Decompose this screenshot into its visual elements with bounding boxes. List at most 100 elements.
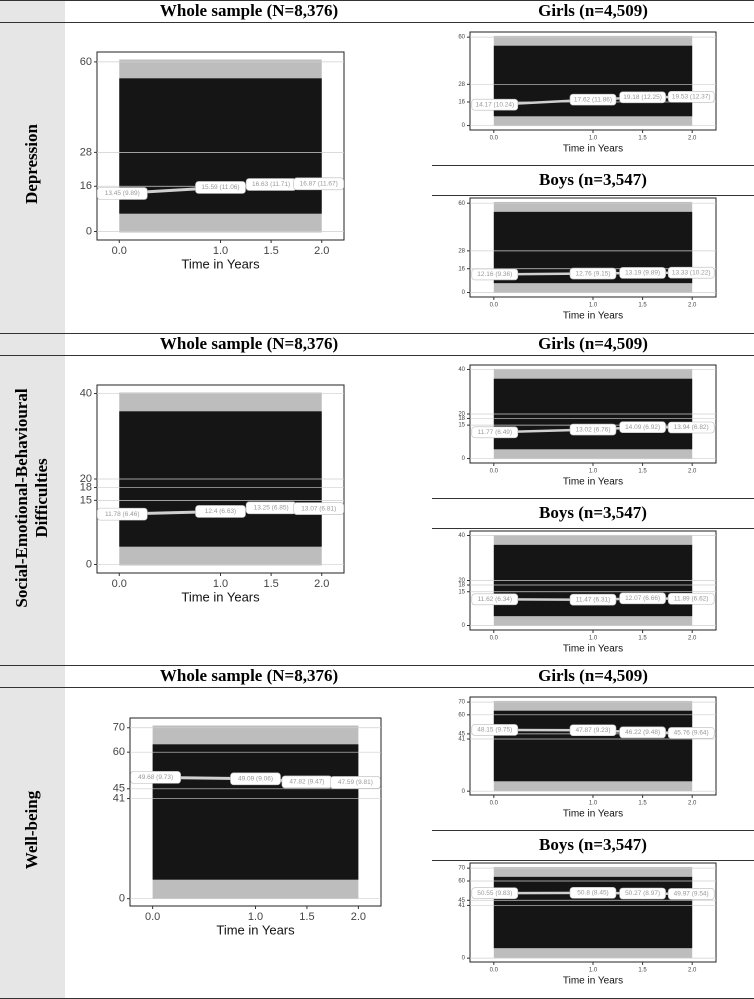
mean-line [493, 425, 693, 434]
x-tick-label: 0.0 [490, 303, 499, 309]
value-label-box [471, 98, 519, 111]
value-label-box [667, 90, 715, 103]
value-label-box [471, 887, 519, 899]
x-tick-label: 0.0 [112, 578, 127, 590]
value-label: 19.53 (12.37) [672, 94, 711, 101]
value-label-box [471, 426, 519, 439]
x-axis-label: Time in Years [563, 976, 623, 987]
value-label: 12.07 (6.66) [625, 595, 660, 602]
value-label: 47.87 (9.23) [575, 727, 610, 734]
value-label-box [471, 268, 519, 281]
value-label-box [569, 593, 617, 606]
value-label-box [96, 507, 148, 521]
value-label-box [96, 187, 148, 200]
value-label: 13.19 (9.89) [625, 270, 660, 277]
y-tick-label: 41 [458, 737, 465, 743]
mean-line [493, 891, 693, 896]
value-label: 14.17 (10.24) [475, 101, 514, 108]
value-label: 12.16 (9.36) [477, 271, 512, 278]
value-label: 46.22 (9.48) [625, 729, 660, 736]
y-tick-label: 40 [458, 367, 465, 373]
value-label-box [471, 724, 519, 736]
x-tick-label: 0.0 [490, 968, 499, 974]
x-tick-label: 1.0 [589, 136, 598, 142]
value-label: 11.62 (6.34) [478, 596, 513, 603]
value-label: 11.78 (6.46) [105, 511, 140, 518]
value-label: 13.45 (9.89) [105, 190, 140, 197]
value-label: 17.62 (11.86) [574, 96, 612, 103]
panel-title: Girls (n=4,509) [538, 1, 648, 20]
value-label-box [569, 423, 617, 436]
panel-title: Boys (n=3,547) [539, 503, 647, 522]
x-tick-label: 0.0 [490, 136, 499, 142]
trajectory-mass [493, 710, 693, 782]
x-tick-label: 1.5 [638, 303, 647, 309]
y-tick-label: 60 [113, 746, 125, 758]
x-tick-label: 1.0 [589, 469, 598, 475]
x-axis-label: Time in Years [563, 477, 623, 488]
value-label: 50.55 (9.83) [477, 890, 512, 897]
x-axis-label: Time in Years [181, 256, 260, 271]
y-tick-label: 28 [458, 248, 465, 254]
row-label: Depression [22, 124, 41, 204]
y-tick-label: 0 [462, 290, 466, 296]
value-label: 16.87 (11.67) [300, 181, 338, 188]
x-tick-label: 2.0 [688, 303, 697, 309]
value-label: 11.89 (6.62) [674, 595, 709, 602]
x-axis-label: Time in Years [216, 922, 295, 937]
y-tick-label: 16 [80, 180, 92, 192]
value-label: 15.59 (11.06) [201, 184, 239, 191]
y-tick-label: 18 [80, 481, 92, 493]
x-tick-label: 1.0 [248, 911, 263, 923]
value-label: 48.15 (9.75) [477, 727, 512, 734]
y-tick-label: 70 [458, 700, 465, 706]
y-tick-label: 0 [462, 623, 466, 629]
value-label: 16.63 (11.71) [252, 181, 290, 188]
y-tick-label: 45 [113, 783, 125, 795]
y-tick-label: 0 [462, 456, 466, 462]
y-tick-label: 18 [458, 583, 465, 589]
panel-title: Boys (n=3,547) [539, 170, 647, 189]
value-label: 49.68 (9.73) [138, 774, 173, 781]
x-tick-label: 2.0 [314, 245, 329, 257]
x-tick-label: 1.0 [589, 968, 598, 974]
value-label-box [667, 727, 715, 739]
y-tick-label: 45 [458, 898, 465, 904]
value-label-box [667, 266, 715, 279]
y-tick-label: 41 [113, 792, 125, 804]
x-axis-label: Time in Years [563, 144, 623, 155]
y-tick-label: 0 [462, 123, 466, 129]
x-tick-label: 1.0 [589, 636, 598, 642]
panel-title: Girls (n=4,509) [538, 334, 648, 353]
value-label-box [619, 726, 666, 739]
x-tick-label: 1.5 [638, 136, 647, 142]
x-tick-label: 2.0 [314, 578, 329, 590]
y-tick-label: 0 [462, 956, 466, 962]
x-tick-label: 1.5 [263, 245, 278, 257]
y-tick-label: 15 [458, 423, 465, 429]
value-label-box [330, 776, 381, 789]
panel-title: Boys (n=3,547) [539, 835, 647, 854]
value-label: 14.09 (6.92) [625, 424, 660, 431]
value-label-box [195, 181, 246, 194]
value-label: 49.97 (9.54) [674, 891, 709, 898]
x-tick-label: 1.0 [589, 801, 598, 807]
y-tick-label: 20 [458, 412, 465, 418]
value-label-box [619, 592, 666, 605]
y-tick-label: 15 [80, 494, 92, 506]
value-label: 49.09 (9.06) [238, 776, 273, 783]
x-tick-label: 0.0 [490, 636, 499, 642]
value-label: 11.77 (6.49) [478, 429, 513, 436]
x-tick-label: 1.0 [213, 245, 228, 257]
row-label: Well-being [22, 790, 41, 870]
value-label: 47.82 (9.47) [289, 779, 324, 786]
panel-title: Girls (n=4,509) [538, 666, 648, 685]
